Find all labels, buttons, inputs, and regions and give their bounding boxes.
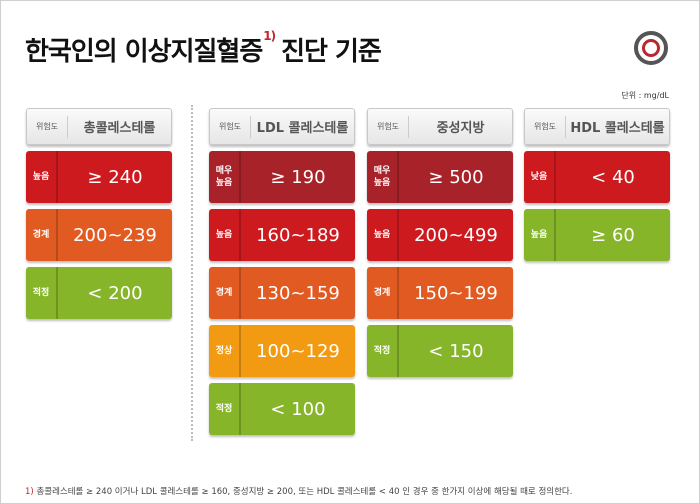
footnote-text: 총콜레스테롤 ≥ 240 이거나 LDL 콜레스테롤 ≥ 160, 중성지방 ≥… (36, 487, 573, 497)
criteria-row: 매우 높음 ≥ 500 (367, 151, 513, 203)
range-value: < 150 (428, 340, 484, 362)
range-value: 130~159 (256, 282, 340, 304)
criteria-row: 높음 ≥ 240 (26, 151, 172, 203)
range-value: 200~499 (414, 224, 498, 246)
risk-label: 높음 (524, 209, 556, 261)
risk-level-label: 위험도 (368, 115, 409, 138)
criteria-row: 경계 200~239 (26, 209, 172, 261)
risk-label: 적정 (209, 383, 241, 435)
risk-label: 낮음 (524, 151, 556, 203)
range-value: 200~239 (73, 224, 157, 246)
risk-label: 높음 (209, 209, 241, 261)
risk-level-label: 위험도 (210, 115, 251, 138)
footnote: 1) 총콜레스테롤 ≥ 240 이거나 LDL 콜레스테롤 ≥ 160, 중성지… (25, 485, 572, 497)
risk-label: 매우 높음 (209, 151, 241, 203)
lipid-name: LDL 콜레스테롤 (256, 121, 349, 136)
lipid-name: 중성지방 (436, 121, 485, 136)
criteria-row: 높음 160~189 (209, 209, 355, 261)
criteria-row: 적정 < 150 (367, 325, 513, 377)
risk-label: 경계 (367, 267, 399, 319)
range-value: 160~189 (256, 224, 340, 246)
range-value: ≥ 500 (428, 166, 484, 188)
range-value: < 100 (270, 398, 326, 420)
risk-label: 정상 (209, 325, 241, 377)
range-value: ≥ 240 (87, 166, 143, 188)
risk-label: 적정 (367, 325, 399, 377)
lipid-name: 총콜레스테롤 (83, 121, 156, 136)
column-header: 위험도 LDL 콜레스테롤 (209, 108, 355, 145)
criteria-row: 정상 100~129 (209, 325, 355, 377)
column-header: 위험도 HDL 콜레스테롤 (524, 108, 670, 145)
title-rest: 진단 기준 (281, 37, 382, 67)
criteria-row: 적정 < 100 (209, 383, 355, 435)
lipid-name: HDL 콜레스테롤 (570, 121, 665, 136)
title-main: 한국인의 이상지질혈증 (25, 37, 263, 67)
criteria-row: 높음 ≥ 60 (524, 209, 670, 261)
criteria-row: 매우 높음 ≥ 190 (209, 151, 355, 203)
risk-label: 적정 (26, 267, 58, 319)
footnote-marker: 1) (263, 29, 276, 43)
unit-label: 단위 : mg/dL (621, 91, 669, 100)
risk-level-label: 위험도 (27, 115, 68, 138)
criteria-row: 높음 200~499 (367, 209, 513, 261)
criteria-row: 낮음 < 40 (524, 151, 670, 203)
column-header: 위험도 중성지방 (367, 108, 513, 145)
range-value: 150~199 (414, 282, 498, 304)
range-value: 100~129 (256, 340, 340, 362)
criteria-row: 적정 < 200 (26, 267, 172, 319)
risk-label: 매우 높음 (367, 151, 399, 203)
range-value: ≥ 190 (270, 166, 326, 188)
range-value: ≥ 60 (591, 224, 635, 246)
dotted-divider (191, 105, 193, 441)
risk-label: 경계 (26, 209, 58, 261)
page-title: 한국인의 이상지질혈증1) 진단 기준 (25, 29, 382, 68)
criteria-row: 경계 150~199 (367, 267, 513, 319)
footnote-mark: 1) (25, 487, 34, 497)
criteria-row: 경계 130~159 (209, 267, 355, 319)
risk-label: 경계 (209, 267, 241, 319)
column-header: 위험도 총콜레스테롤 (26, 108, 172, 145)
risk-label: 높음 (26, 151, 58, 203)
risk-label: 높음 (367, 209, 399, 261)
range-value: < 40 (591, 166, 635, 188)
society-logo-icon (634, 31, 668, 65)
range-value: < 200 (87, 282, 143, 304)
risk-level-label: 위험도 (525, 115, 566, 138)
